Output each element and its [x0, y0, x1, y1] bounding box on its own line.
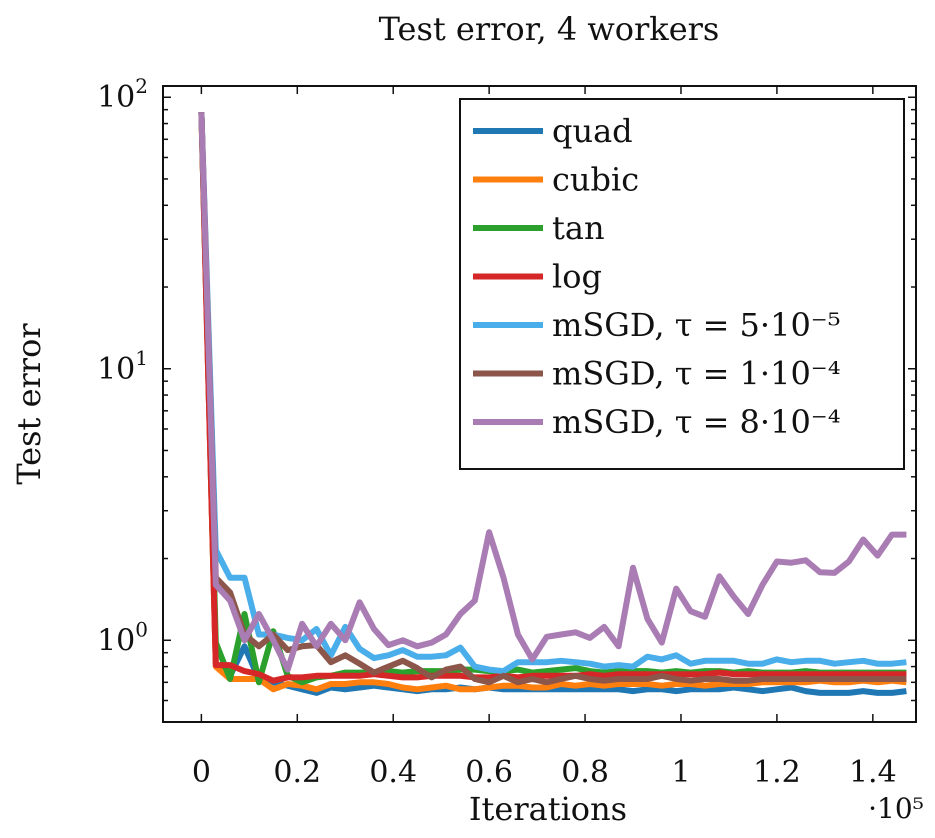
x-tick-label: 1.2 [753, 755, 801, 790]
legend-box [459, 98, 905, 470]
plot-area-frame [162, 85, 917, 723]
legend-label-2: cubic [552, 161, 639, 199]
legend-label-4: log [552, 258, 602, 296]
series-line-7 [198, 112, 907, 673]
x-tick-label: 1 [671, 755, 690, 790]
legend-label-7: mSGD, τ = 8·10⁻⁴ [552, 403, 841, 441]
y-tick-label: 100 [97, 617, 148, 658]
series-line-4 [198, 112, 907, 684]
x-tick-label: 0.6 [465, 755, 513, 790]
legend-label-1: quad [552, 112, 633, 150]
legend-label-5: mSGD, τ = 5·10⁻⁵ [552, 306, 841, 344]
x-tick-label: 0.8 [561, 755, 609, 790]
y-axis-label: Test error [10, 323, 48, 485]
legend: quad cubic tan log mSGD, τ = 5·10⁻⁵ mSGD, τ =… [459, 98, 905, 470]
x-tick-label: 1.4 [849, 755, 897, 790]
x-tick-label: 0.4 [369, 755, 417, 790]
x-axis-scale-note: ·10⁵ [868, 792, 924, 825]
series-line-2 [198, 112, 907, 693]
x-tick-label: 0.2 [273, 755, 321, 790]
x-axis-ticks: 0 0.2 0.4 0.6 0.8 1 1.2 1.4 [192, 86, 897, 790]
x-tick-label: 0 [192, 755, 211, 790]
legend-label-3: tan [552, 209, 605, 247]
series-line-1 [198, 112, 907, 696]
plot-lines [198, 112, 907, 696]
legend-label-6: mSGD, τ = 1·10⁻⁴ [552, 355, 841, 393]
chart-title: Test error, 4 workers [379, 10, 720, 48]
x-axis-label: Iterations [469, 790, 627, 828]
series-line-5 [198, 112, 907, 675]
